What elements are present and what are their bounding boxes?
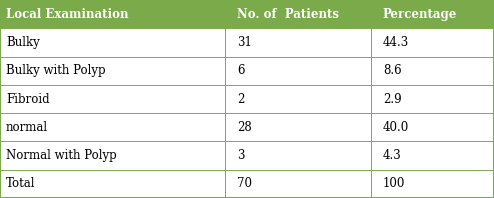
Text: 2.9: 2.9 [383,92,402,106]
Bar [370,141,494,170]
Bar [370,28,494,57]
Text: Bulky: Bulky [6,36,40,49]
Text: Bulky with Polyp: Bulky with Polyp [6,64,106,77]
Bar [225,0,370,28]
Text: 44.3: 44.3 [383,36,409,49]
Bar [0,113,225,141]
Bar [225,170,370,198]
Text: Fibroid: Fibroid [6,92,49,106]
Bar [225,113,370,141]
Bar [0,141,225,170]
Bar [0,170,225,198]
Text: 6: 6 [237,64,245,77]
Bar [370,170,494,198]
Bar [225,28,370,57]
Text: 4.3: 4.3 [383,149,402,162]
Bar [225,141,370,170]
Bar [0,57,225,85]
Text: No. of  Patients: No. of Patients [237,8,339,21]
Bar [370,113,494,141]
Bar [0,85,225,113]
Text: 70: 70 [237,177,252,190]
Bar [225,85,370,113]
Text: 28: 28 [237,121,252,134]
Bar [0,28,225,57]
Bar [370,0,494,28]
Text: 8.6: 8.6 [383,64,402,77]
Bar [225,57,370,85]
Text: Local Examination: Local Examination [6,8,128,21]
Text: 3: 3 [237,149,245,162]
Text: 31: 31 [237,36,252,49]
Text: 100: 100 [383,177,405,190]
Text: 2: 2 [237,92,245,106]
Bar [0,0,225,28]
Bar [370,85,494,113]
Bar [370,57,494,85]
Text: normal: normal [6,121,48,134]
Text: 40.0: 40.0 [383,121,409,134]
Text: Percentage: Percentage [383,8,457,21]
Text: Normal with Polyp: Normal with Polyp [6,149,117,162]
Text: Total: Total [6,177,36,190]
